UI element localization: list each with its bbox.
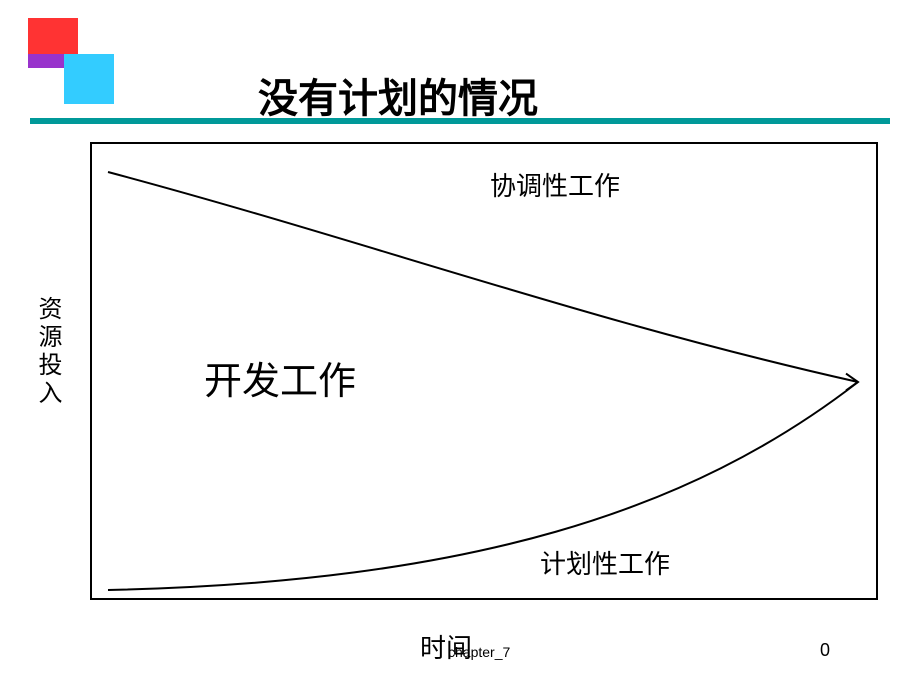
label-coordination: 协调性工作: [490, 166, 620, 203]
decor-cyan-square: [64, 54, 114, 104]
footer-chapter: chapter_7: [448, 644, 510, 660]
y-axis-label: 资源投入: [30, 296, 65, 408]
slide: 没有计划的情况 资源投入 开发工作 协调性工作 计划性工作 时间 chapter…: [0, 0, 920, 690]
label-development: 开发工作: [204, 350, 356, 405]
slide-title: 没有计划的情况: [258, 66, 538, 124]
title-underline: [30, 118, 890, 124]
footer-page: 0: [820, 640, 830, 661]
label-planning: 计划性工作: [540, 544, 670, 581]
decor-purple-square: [28, 54, 64, 68]
